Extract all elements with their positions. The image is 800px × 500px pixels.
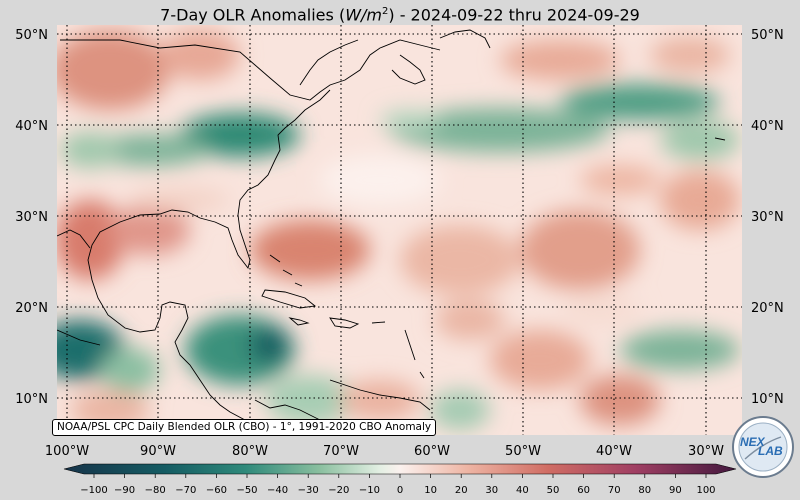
colorbar-tick-label: −60 <box>206 485 227 496</box>
colorbar-tick-label: −30 <box>298 485 319 496</box>
lon-label-70w: 70°W <box>323 444 359 459</box>
colorbar-tick-label: −20 <box>328 485 349 496</box>
lat-label-right-50: 50°N <box>751 28 784 43</box>
colorbar-tick-label: 80 <box>638 485 651 496</box>
colorbar-tick-label: −40 <box>267 485 288 496</box>
lon-label-50w: 50°W <box>505 444 541 459</box>
anomaly-field <box>57 25 742 435</box>
colorbar-tick-label: 40 <box>516 485 529 496</box>
data-source-label: NOAA/PSL CPC Daily Blended OLR (CBO) - 1… <box>52 419 437 436</box>
colorbar: −100 −90 −80 −70 −60 −50 −40 −30 −20 −10 0 10 20 30 40… <box>63 463 737 496</box>
lat-label-right-10: 10°N <box>751 392 784 407</box>
lat-label-right-20: 20°N <box>751 301 784 316</box>
lon-label-100w: 100°W <box>45 444 89 459</box>
lon-label-80w: 80°W <box>232 444 268 459</box>
lon-label-90w: 90°W <box>140 444 176 459</box>
colorbar-tick-label: −80 <box>145 485 166 496</box>
colorbar-tick-label: 10 <box>424 485 437 496</box>
colorbar-tick-label: −100 <box>80 485 107 496</box>
colorbar-tick-label: −50 <box>236 485 257 496</box>
colorbar-tick-label: 0 <box>397 485 403 496</box>
colorbar-bar <box>63 463 737 475</box>
colorbar-tick-label: 60 <box>577 485 590 496</box>
map-title: 7-Day OLR Anomalies (W/m2) - 2024-09-22 … <box>160 5 640 25</box>
logo-text-top: NEX <box>740 435 766 449</box>
colorbar-tick-label: −90 <box>114 485 135 496</box>
lat-label-left-30: 30°N <box>15 210 48 225</box>
colorbar-tick-label: 30 <box>485 485 498 496</box>
lat-label-right-40: 40°N <box>751 119 784 134</box>
lat-label-left-50: 50°N <box>15 28 48 43</box>
colorbar-tick-label: 20 <box>455 485 468 496</box>
colorbar-ticks: −100 −90 −80 −70 −60 −50 −40 −30 −20 −10 0 10 20 30 40… <box>80 474 716 496</box>
lon-label-30w: 30°W <box>688 444 724 459</box>
coastlines <box>57 29 726 429</box>
colorbar-tick-label: 70 <box>608 485 621 496</box>
colorbar-tick-label: −10 <box>359 485 380 496</box>
lon-label-60w: 60°W <box>414 444 450 459</box>
lat-label-left-10: 10°N <box>15 392 48 407</box>
lon-label-40w: 40°W <box>596 444 632 459</box>
colorbar-tick-label: −70 <box>175 485 196 496</box>
lat-label-right-30: 30°N <box>751 210 784 225</box>
colorbar-tick-label: 50 <box>547 485 560 496</box>
lat-label-left-40: 40°N <box>15 119 48 134</box>
logo-text-bottom: LAB <box>758 444 783 458</box>
colorbar-tick-label: 100 <box>696 485 715 496</box>
lat-label-left-20: 20°N <box>15 301 48 316</box>
colorbar-tick-label: 90 <box>669 485 682 496</box>
graticule <box>57 25 742 435</box>
nexlab-logo: NEX LAB <box>732 416 794 478</box>
